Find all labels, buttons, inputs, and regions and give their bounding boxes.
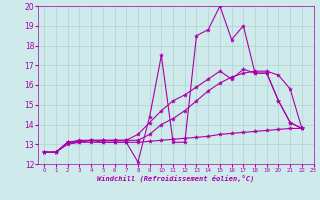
X-axis label: Windchill (Refroidissement éolien,°C): Windchill (Refroidissement éolien,°C): [97, 175, 255, 182]
